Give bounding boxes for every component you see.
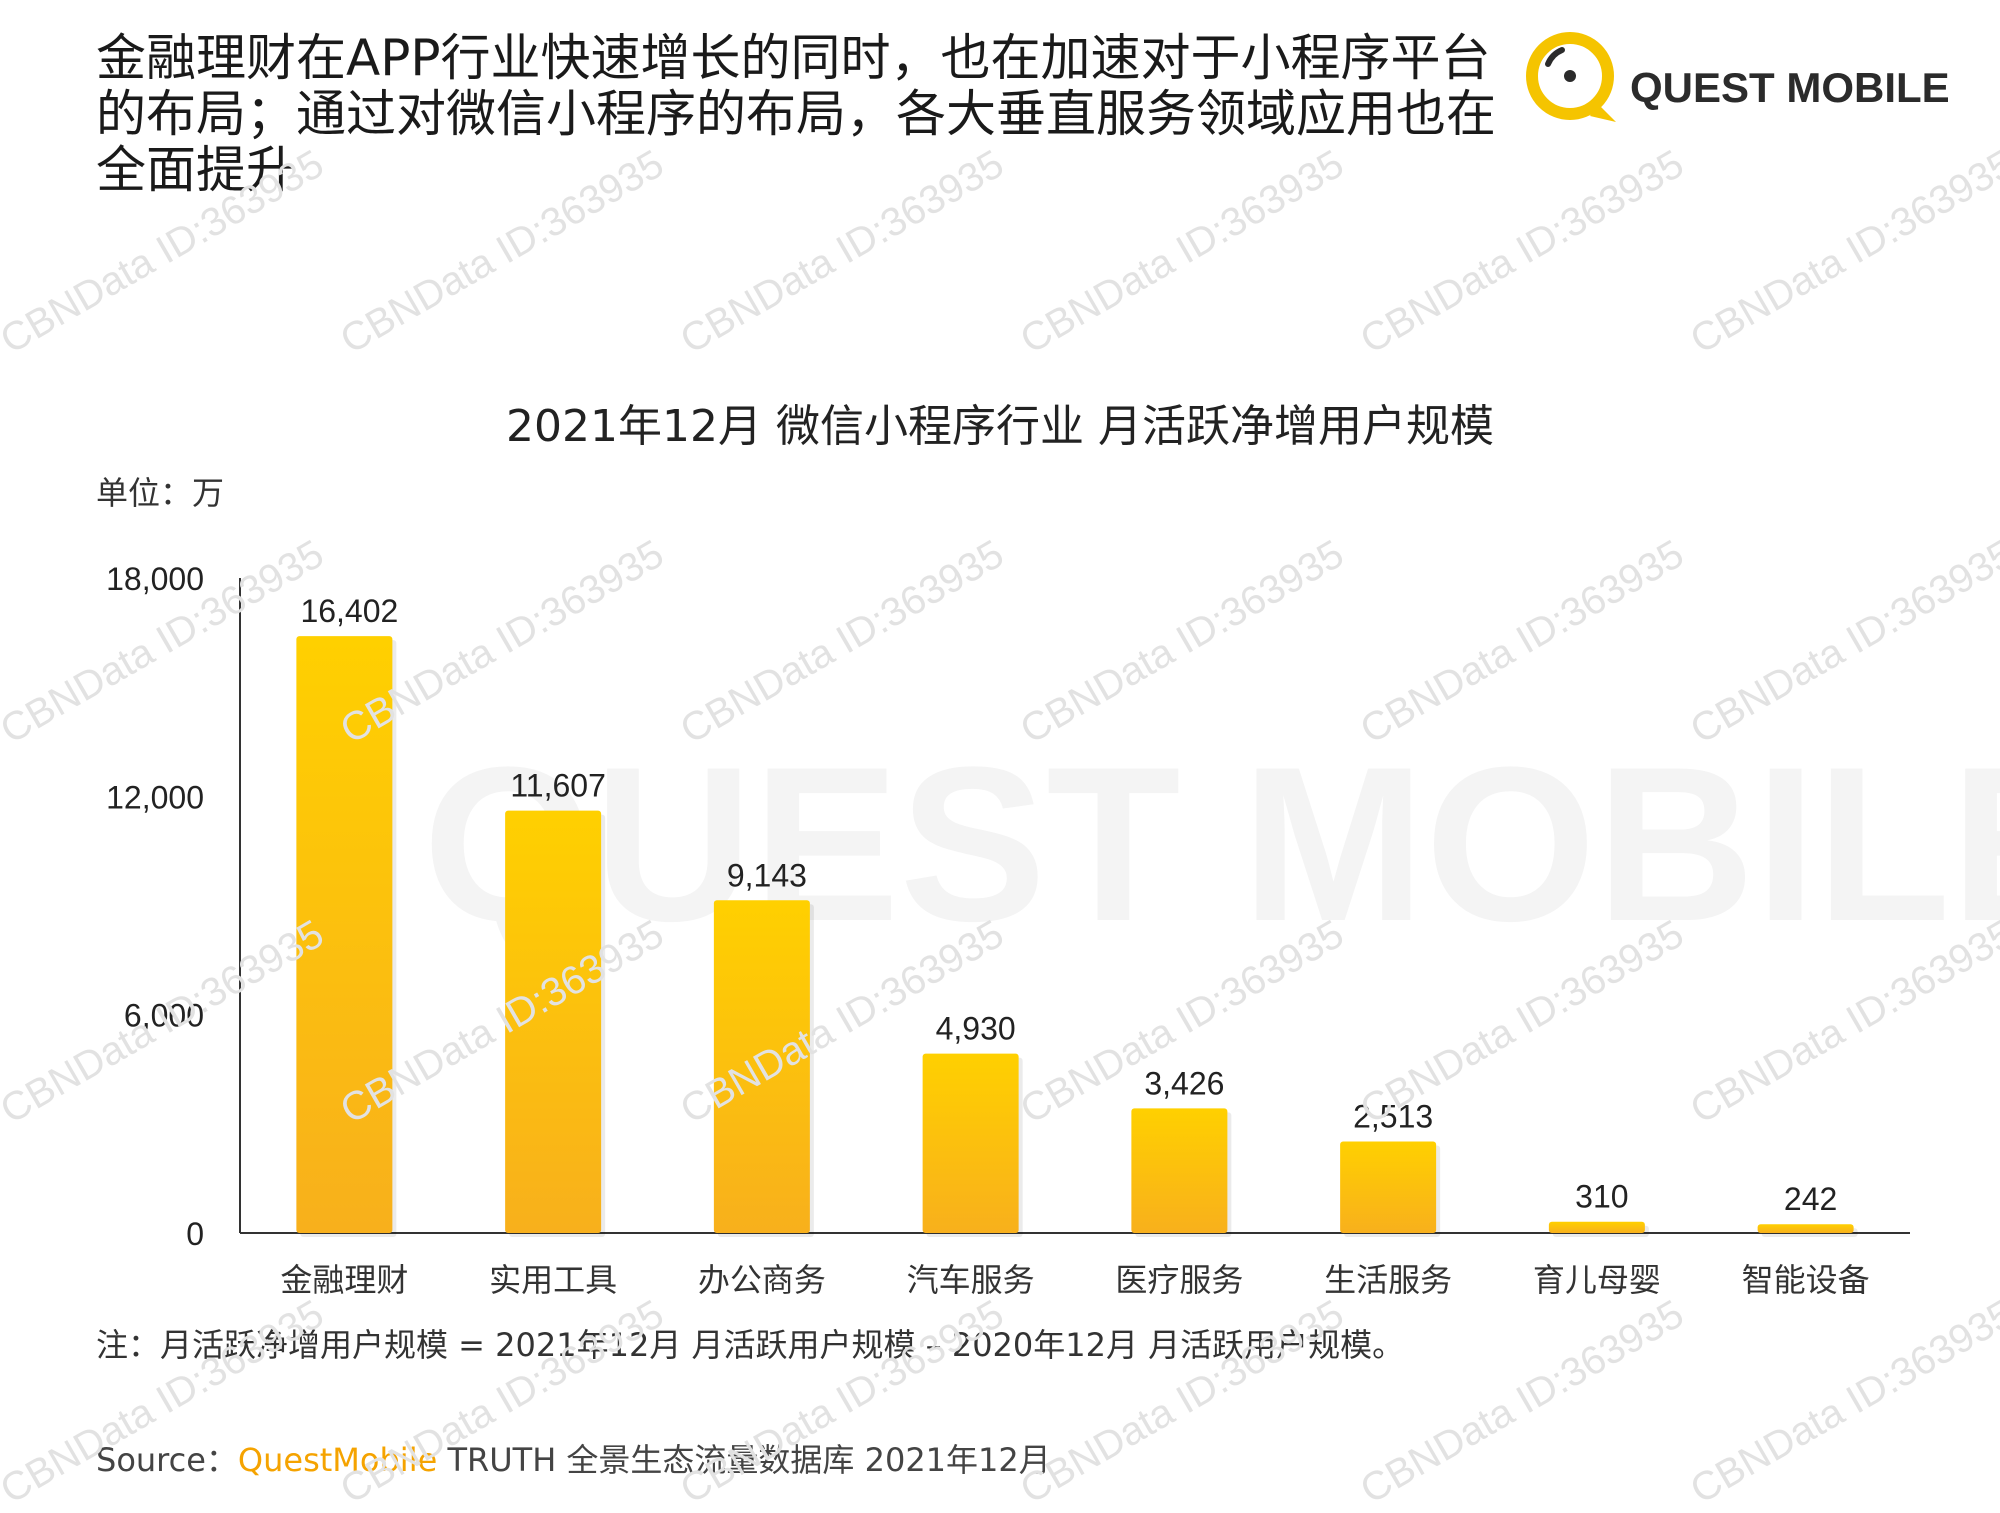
bar [1757,1224,1854,1233]
bar [713,900,810,1233]
x-category-label: 金融理财 [280,1261,408,1299]
x-category-label: 医疗服务 [1115,1261,1243,1299]
bar-value-label: 3,426 [1144,1065,1224,1101]
x-category-label: 实用工具 [489,1261,617,1299]
quest-mobile-logo: QUEST MOBILE [1520,24,1960,134]
x-category-label: 育儿母婴 [1533,1261,1661,1299]
bar-value-label: 310 [1575,1179,1628,1215]
chart-note: 注：月活跃净增用户规模 = 2021年12月 月活跃用户规模 – 2020年12… [96,1326,1405,1364]
bar-value-label: 11,607 [510,768,606,804]
headline: 金融理财在APP行业快速增长的同时，也在加速对于小程序平台的布局；通过对微信小程… [96,29,1496,199]
source-suffix: TRUTH 全景生态流量数据库 2021年12月 [437,1441,1051,1479]
source-brand: QuestMobile [237,1441,438,1479]
bar [296,636,393,1233]
unit-label: 单位：万 [96,474,225,512]
bar [1340,1141,1437,1233]
x-category-label: 汽车服务 [907,1261,1035,1299]
bar [922,1053,1019,1233]
y-tick-label: 12,000 [106,779,204,815]
y-tick-label: 6,000 [124,998,204,1034]
x-category-label: 办公商务 [698,1261,826,1299]
quest-mobile-logo-text: QUEST MOBILE [1630,64,1950,111]
x-category-label: 智能设备 [1742,1261,1870,1299]
bar-value-label: 16,402 [300,593,398,629]
bar [1548,1221,1645,1233]
x-category-label: 生活服务 [1324,1261,1452,1299]
bar-value-label: 4,930 [936,1011,1016,1047]
chart-title: 2021年12月 微信小程序行业 月活跃净增用户规模 [506,401,1494,452]
source-prefix: Source： [96,1441,238,1479]
bar [1131,1108,1228,1233]
y-tick-label: 0 [186,1216,204,1252]
chart-bars: 16,402 金融理财 11,607 实用工具 9,143 办公商务 4,930 汽车服务 3,… [280,593,1869,1299]
bar-value-label: 2,513 [1353,1099,1433,1135]
bar-value-label: 242 [1784,1181,1837,1217]
source-line: Source：QuestMobile TRUTH 全景生态流量数据库 2021年… [96,1435,1051,1481]
bar-value-label: 9,143 [727,857,807,893]
bar [505,810,602,1233]
quest-mobile-logo-icon [1526,32,1616,122]
watermark-large: QUEST MOBILE [423,721,2000,967]
y-tick-label: 18,000 [106,561,204,597]
